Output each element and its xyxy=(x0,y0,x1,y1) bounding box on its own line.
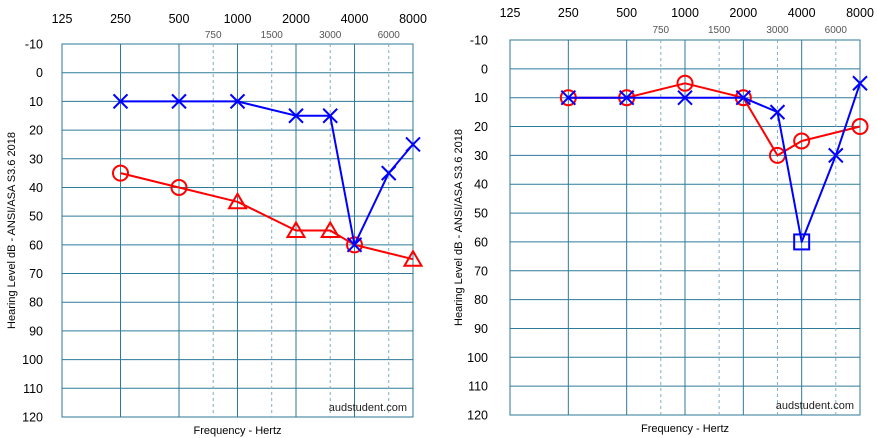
c0-x-tick-label-125: 125 xyxy=(52,12,73,26)
c1-series-0-point-5-circle xyxy=(793,132,811,150)
c0-y-tick-label-5: 40 xyxy=(29,181,43,195)
c1-y-tick-label-4: 30 xyxy=(474,149,488,163)
c1-x-tick-label-8000: 8000 xyxy=(846,6,874,20)
c0-series-1-point-1-x xyxy=(171,93,187,110)
c1-x-minor-label-6000: 6000 xyxy=(825,25,848,36)
c1-y-tick-label-8: 70 xyxy=(474,264,488,278)
c0-series-1-point-0-x xyxy=(112,93,129,110)
audiogram-left: -10 0 10 20 30 40 50 60 70 80 90 100 110 120 125 250 500… xyxy=(6,12,427,437)
c0-series-0-point-1-circle xyxy=(170,178,188,196)
c1-x-tick-label-2000: 2000 xyxy=(729,6,757,20)
c1-x-minor-label-3000: 3000 xyxy=(766,25,789,36)
c0-y-tick-label-13: 120 xyxy=(22,411,43,425)
c1-y-tick-label-1: 0 xyxy=(481,62,488,76)
c1-series-1-point-4-x xyxy=(769,104,786,120)
c1-series-1-point-1-x xyxy=(618,89,635,106)
c0-x-tick-label-500: 500 xyxy=(169,12,190,26)
c0-series-1-point-4-x xyxy=(322,108,338,124)
c0-y-tick-label-12: 110 xyxy=(23,382,43,396)
c1-x-tick-label-250: 250 xyxy=(558,6,579,20)
c0-y-tick-label-0: -10 xyxy=(25,38,43,52)
c0-series-0-point-5-circle xyxy=(346,236,363,254)
c1-x-minor-label-750: 750 xyxy=(652,25,669,36)
c1-x-tick-label-500: 500 xyxy=(616,6,637,20)
c0-y-tick-label-4: 30 xyxy=(29,152,43,166)
c0-series-1-line xyxy=(120,100,414,246)
c1-series-1-point-2-x xyxy=(677,89,693,106)
c0-series-0-point-3-triangle xyxy=(285,220,307,238)
c1-y-tick-label-5: 40 xyxy=(474,178,488,192)
c1-series-1-point-5-square xyxy=(793,233,811,251)
c1-x-tick-label-125: 125 xyxy=(500,6,521,20)
c1-x-tick-label-1000: 1000 xyxy=(671,6,699,20)
c0-series-1-point-3-x xyxy=(288,108,304,124)
c0-series-1-point-7-x xyxy=(405,136,421,153)
c0-series-0-point-0-circle xyxy=(112,164,129,182)
c0-series-1-point-6-x xyxy=(381,165,397,181)
c0-series-0-point-6-triangle xyxy=(402,249,424,267)
c1-y-tick-label-2: 10 xyxy=(474,91,488,105)
c0-x-tick-label-4000: 4000 xyxy=(341,12,369,26)
c0-x-minor-label-3000: 3000 xyxy=(319,30,342,41)
c1-y-tick-label-13: 120 xyxy=(467,409,488,423)
c0-y-tick-label-2: 10 xyxy=(29,95,43,109)
c0-series-1-point-2-x xyxy=(229,93,246,110)
c1-y-tick-label-7: 60 xyxy=(474,235,488,249)
c1-series-1-point-0-x xyxy=(560,89,577,106)
c0-y-tick-label-10: 90 xyxy=(29,324,43,338)
c0-x-tick-label-250: 250 xyxy=(110,12,131,26)
c0-x-tick-label-2000: 2000 xyxy=(282,12,310,26)
c1-y-tick-label-0: -10 xyxy=(470,34,488,48)
c0-series-1-point-5-x xyxy=(346,237,363,253)
c1-y-tick-label-9: 80 xyxy=(474,293,488,307)
c0-y-axis-label: Hearing Level dB - ANSI/ASA S3.6 2018 xyxy=(6,132,18,329)
c1-y-tick-label-3: 20 xyxy=(474,120,488,134)
c1-y-tick-label-6: 50 xyxy=(474,207,488,221)
c0-x-tick-label-1000: 1000 xyxy=(224,12,252,26)
c0-y-tick-label-9: 80 xyxy=(29,296,43,310)
c0-y-tick-label-3: 20 xyxy=(29,124,43,138)
c0-x-tick-label-8000: 8000 xyxy=(399,12,427,26)
c0-series-0-point-2-triangle xyxy=(227,191,248,210)
c1-series-1-point-3-x xyxy=(735,89,752,106)
c1-series-1-line xyxy=(568,82,861,243)
c0-x-axis-label: Frequency - Hertz xyxy=(193,425,281,437)
c1-y-tick-label-11: 100 xyxy=(467,351,488,365)
c0-x-minor-label-750: 750 xyxy=(205,30,222,41)
c1-series-0-line xyxy=(568,82,861,157)
c0-y-tick-label-6: 50 xyxy=(29,210,43,224)
audiogram-right: -10 0 10 20 30 40 50 60 70 80 90 100 110 120 125 250 500… xyxy=(453,6,874,435)
c1-series-0-point-6-circle xyxy=(851,118,869,136)
c1-x-tick-label-4000: 4000 xyxy=(788,6,816,20)
c0-y-tick-label-8: 70 xyxy=(29,267,43,281)
c1-watermark: audstudent.com xyxy=(776,400,854,412)
c0-y-tick-label-7: 60 xyxy=(29,238,43,252)
c0-x-minor-label-6000: 6000 xyxy=(378,30,401,41)
c0-y-tick-label-1: 0 xyxy=(36,66,43,80)
c0-x-minor-label-1500: 1500 xyxy=(261,30,284,41)
c0-y-tick-label-11: 100 xyxy=(22,353,43,367)
c1-series-1-point-6-x xyxy=(828,147,844,164)
c1-x-minor-label-1500: 1500 xyxy=(708,25,731,36)
c1-y-axis-label: Hearing Level dB - ANSI/ASA S3.6 2018 xyxy=(453,129,465,326)
c1-series-0-point-2-circle xyxy=(676,74,694,92)
c0-watermark: audstudent.com xyxy=(329,402,407,414)
c1-series-1-point-7-x xyxy=(852,75,868,91)
c1-x-axis-label: Frequency - Hertz xyxy=(641,423,729,435)
c1-y-tick-label-10: 90 xyxy=(474,322,488,336)
c0-series-0-point-4-triangle xyxy=(319,220,341,238)
c1-y-tick-label-12: 110 xyxy=(468,380,488,394)
